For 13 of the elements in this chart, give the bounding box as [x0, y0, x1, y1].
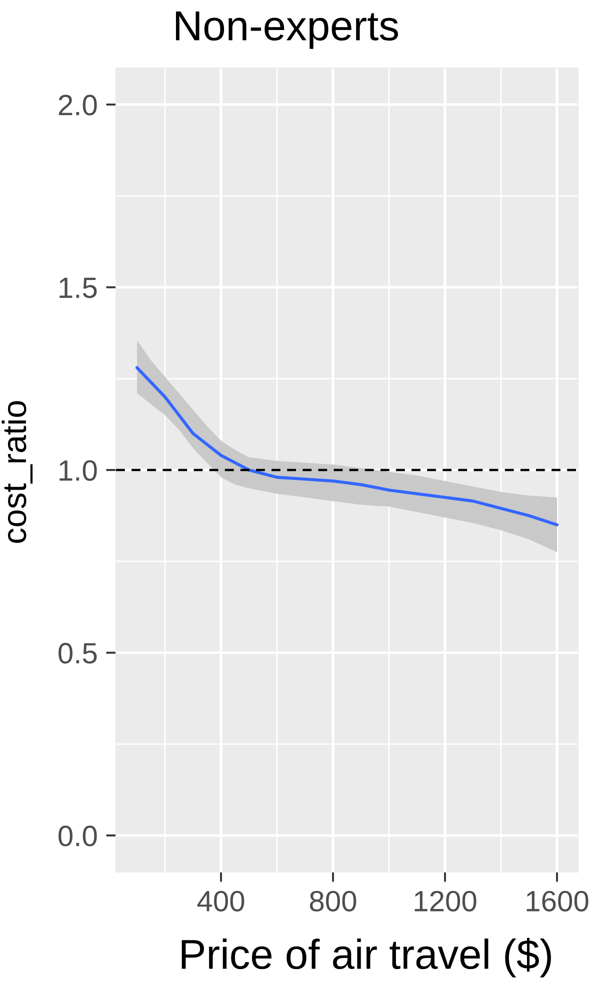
- x-tick-label: 1600: [526, 890, 588, 912]
- y-tick-label: 1.5: [60, 278, 97, 298]
- y-tick-label: 0.5: [58, 642, 97, 664]
- y-tick-label: 1.0: [60, 460, 97, 481]
- x-tick-label: 800: [310, 890, 356, 912]
- x-tick-label: 1200: [414, 890, 476, 912]
- x-tick-label: 400: [197, 890, 244, 912]
- y-axis-title: cost_ratio: [2, 401, 33, 543]
- chart-title: Non-experts: [176, 12, 398, 49]
- y-tick-label: 0.0: [58, 826, 97, 846]
- x-axis-title: Price of air travel ($): [182, 938, 551, 978]
- y-tick-label: 2.0: [58, 94, 97, 116]
- line-series: [135, 366, 559, 526]
